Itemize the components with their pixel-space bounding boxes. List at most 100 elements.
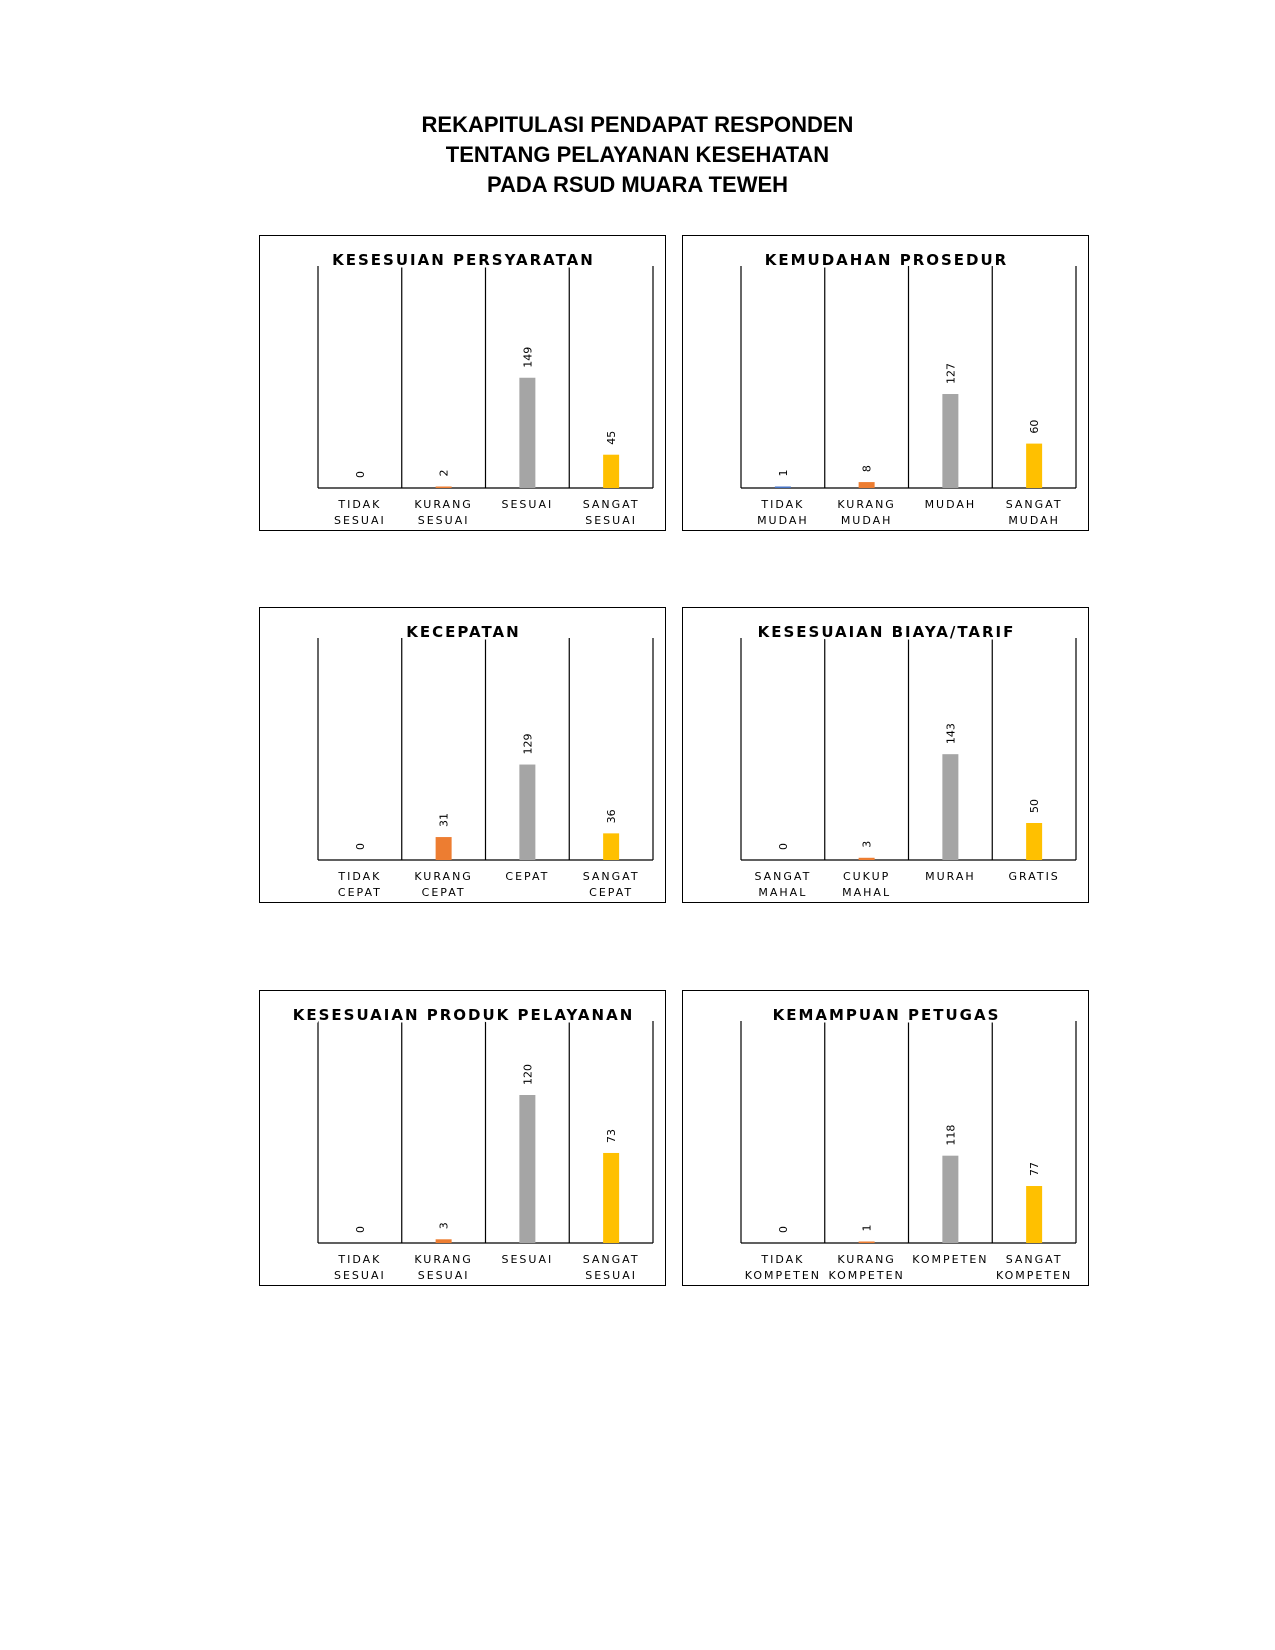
bar bbox=[1026, 1186, 1043, 1243]
bar bbox=[1026, 443, 1043, 488]
page-title: REKAPITULASI PENDAPAT RESPONDEN TENTANG … bbox=[0, 110, 1275, 200]
chart-title: KECEPATAN bbox=[406, 623, 520, 641]
data-label: 127 bbox=[944, 363, 957, 384]
x-tick-label: KOMPETEN bbox=[829, 1269, 905, 1282]
x-tick-label: MAHAL bbox=[842, 886, 891, 899]
x-tick-label: SANGAT bbox=[583, 1253, 640, 1266]
x-tick-label: GRATIS bbox=[1008, 870, 1059, 883]
data-label: 0 bbox=[777, 1226, 790, 1233]
x-tick-label: SESUAI bbox=[418, 1269, 470, 1282]
data-label: 129 bbox=[521, 734, 534, 755]
x-tick-label: SESUAI bbox=[334, 514, 386, 527]
data-label: 36 bbox=[605, 809, 618, 823]
bar bbox=[942, 754, 959, 860]
x-tick-label: KOMPETEN bbox=[745, 1269, 821, 1282]
chart-svg: KESESUIAN PERSYARATAN 0 TIDAK SESUAI 2 KURANG… bbox=[317, 249, 654, 527]
bar bbox=[942, 394, 959, 488]
bar bbox=[774, 486, 791, 488]
x-tick-label: CEPAT bbox=[338, 886, 382, 899]
x-tick-label: TIDAK bbox=[337, 498, 381, 511]
x-tick-label: CEPAT bbox=[505, 870, 549, 883]
data-label: 77 bbox=[1028, 1162, 1041, 1176]
bar bbox=[435, 1239, 452, 1243]
x-tick-label: SANGAT bbox=[1006, 1253, 1063, 1266]
data-label: 8 bbox=[861, 465, 874, 472]
bar bbox=[603, 454, 620, 488]
chart-kemampuan-petugas: KEMAMPUAN PETUGAS 0 TIDAK KOMPETEN 1 KURANG KO… bbox=[682, 990, 1089, 1286]
x-tick-label: KURANG bbox=[414, 1253, 472, 1266]
x-tick-label: SESUAI bbox=[334, 1269, 386, 1282]
chart-kesesuian-persyaratan: KESESUIAN PERSYARATAN 0 TIDAK SESUAI 2 KURANG… bbox=[259, 235, 666, 531]
chart-kecepatan: KECEPATAN 0 TIDAK CEPAT 31 KURANG CEPAT 129 CEPA… bbox=[259, 607, 666, 903]
x-tick-label: MUDAH bbox=[757, 514, 809, 527]
data-label: 2 bbox=[438, 470, 451, 477]
data-label: 0 bbox=[354, 471, 367, 478]
data-label: 118 bbox=[944, 1125, 957, 1146]
data-label: 50 bbox=[1028, 799, 1041, 813]
bar bbox=[942, 1155, 959, 1243]
bar bbox=[519, 764, 536, 860]
x-tick-label: SESUAI bbox=[585, 1269, 637, 1282]
x-tick-label: KOMPETEN bbox=[996, 1269, 1072, 1282]
x-tick-label: KURANG bbox=[837, 1253, 895, 1266]
x-tick-label: CEPAT bbox=[589, 886, 633, 899]
chart-title: KESESUAIAN PRODUK PELAYANAN bbox=[293, 1006, 635, 1024]
chart-kesesuaian-biaya-tarif: KESESUAIAN BIAYA/TARIF 0 SANGAT MAHAL 3 CUKUP… bbox=[682, 607, 1089, 903]
bar bbox=[1026, 823, 1043, 860]
data-label: 0 bbox=[777, 843, 790, 850]
x-tick-label: SANGAT bbox=[583, 498, 640, 511]
x-tick-label: KOMPETEN bbox=[912, 1253, 988, 1266]
x-tick-label: CEPAT bbox=[422, 886, 466, 899]
data-label: 3 bbox=[438, 1222, 451, 1229]
x-tick-label: TIDAK bbox=[337, 1253, 381, 1266]
data-label: 0 bbox=[354, 1226, 367, 1233]
bar bbox=[858, 1241, 875, 1243]
x-tick-label: SANGAT bbox=[754, 870, 811, 883]
data-label: 73 bbox=[605, 1129, 618, 1143]
x-tick-label: KURANG bbox=[414, 870, 472, 883]
x-tick-label: SANGAT bbox=[583, 870, 640, 883]
x-tick-label: TIDAK bbox=[760, 1253, 804, 1266]
data-label: 45 bbox=[605, 431, 618, 445]
chart-title: KEMAMPUAN PETUGAS bbox=[773, 1006, 1001, 1024]
bar bbox=[858, 857, 875, 860]
x-tick-label: KURANG bbox=[414, 498, 472, 511]
chart-title: KESESUIAN PERSYARATAN bbox=[332, 251, 595, 269]
x-tick-label: SANGAT bbox=[1006, 498, 1063, 511]
chart-svg: KEMAMPUAN PETUGAS 0 TIDAK KOMPETEN 1 KURANG KO… bbox=[740, 1004, 1077, 1282]
x-tick-label: MUDAH bbox=[925, 498, 977, 511]
x-tick-label: SESUAI bbox=[502, 498, 554, 511]
bar bbox=[858, 482, 875, 488]
x-tick-label: TIDAK bbox=[760, 498, 804, 511]
page-title-line-2: TENTANG PELAYANAN KESEHATAN bbox=[445, 142, 830, 167]
chart-svg: KECEPATAN 0 TIDAK CEPAT 31 KURANG CEPAT 129 CEPA… bbox=[317, 621, 654, 899]
bar bbox=[435, 837, 452, 860]
chart-title: KESESUAIAN BIAYA/TARIF bbox=[758, 623, 1016, 641]
page-title-line-3: PADA RSUD MUARA TEWEH bbox=[486, 172, 789, 197]
data-label: 60 bbox=[1028, 420, 1041, 434]
x-tick-label: MUDAH bbox=[1008, 514, 1060, 527]
x-tick-label: MUDAH bbox=[841, 514, 893, 527]
page-title-line-1: REKAPITULASI PENDAPAT RESPONDEN bbox=[421, 112, 854, 137]
x-tick-label: KURANG bbox=[837, 498, 895, 511]
data-label: 120 bbox=[521, 1064, 534, 1085]
data-label: 149 bbox=[521, 347, 534, 368]
data-label: 31 bbox=[438, 813, 451, 827]
x-tick-label: CUKUP bbox=[843, 870, 890, 883]
bar bbox=[519, 377, 536, 488]
chart-title: KEMUDAHAN PROSEDUR bbox=[765, 251, 1009, 269]
data-label: 1 bbox=[777, 470, 790, 477]
x-tick-label: TIDAK bbox=[337, 870, 381, 883]
x-tick-label: MAHAL bbox=[758, 886, 807, 899]
chart-svg: KESESUAIAN BIAYA/TARIF 0 SANGAT MAHAL 3 CUKUP… bbox=[740, 621, 1077, 899]
bar bbox=[435, 486, 452, 488]
chart-kesesuaian-produk-pelayanan: KESESUAIAN PRODUK PELAYANAN 0 TIDAK SESUAI 3… bbox=[259, 990, 666, 1286]
data-label: 143 bbox=[944, 723, 957, 744]
x-tick-label: SESUAI bbox=[418, 514, 470, 527]
data-label: 1 bbox=[861, 1225, 874, 1232]
chart-svg: KESESUAIAN PRODUK PELAYANAN 0 TIDAK SESUAI 3… bbox=[290, 1004, 654, 1282]
data-label: 0 bbox=[354, 843, 367, 850]
x-tick-label: SESUAI bbox=[502, 1253, 554, 1266]
bar bbox=[519, 1095, 536, 1243]
x-tick-label: SESUAI bbox=[585, 514, 637, 527]
